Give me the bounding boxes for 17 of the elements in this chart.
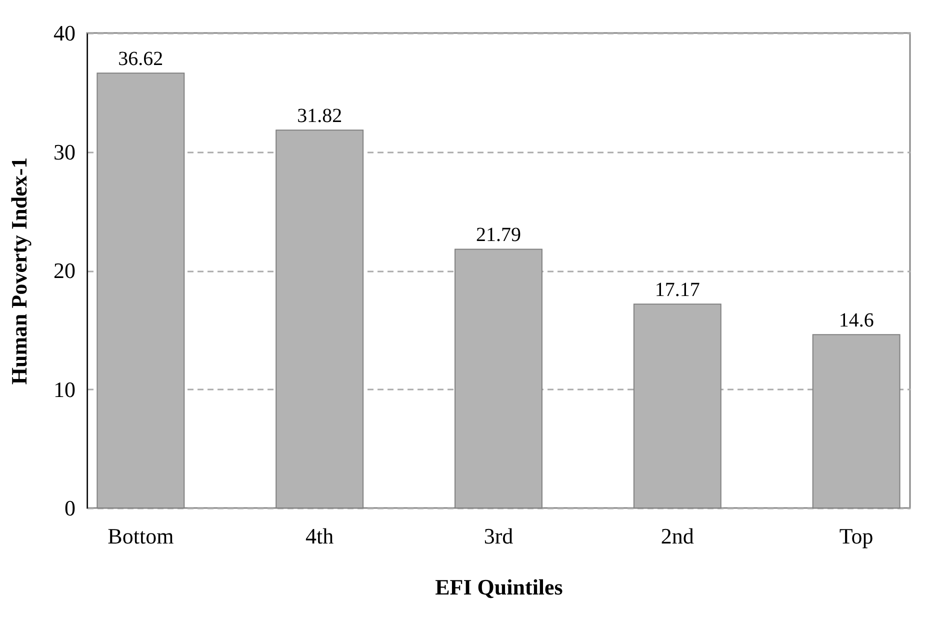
data-label: 21.79 (476, 224, 521, 246)
x-tick-label: 2nd (660, 524, 694, 548)
y-tick-label: 30 (54, 139, 76, 164)
x-tick-label: Bottom (108, 524, 174, 548)
x-tick-label: 4th (306, 524, 334, 548)
x-tick-label: Top (839, 524, 874, 548)
y-tick-label: 10 (54, 376, 76, 402)
y-tick-label: 40 (54, 20, 76, 46)
y-tick-label: 0 (64, 496, 76, 520)
x-axis-title: EFI Quintiles (435, 574, 564, 600)
data-label: 17.17 (654, 279, 700, 302)
y-tick-label: 20 (54, 258, 76, 283)
data-label: 36.62 (118, 48, 164, 70)
data-label: 31.82 (297, 105, 342, 128)
data-label: 14.6 (838, 310, 874, 332)
x-tick-label: 3rd (484, 524, 514, 548)
y-axis-title: Human Poverty Index-1 (6, 157, 32, 385)
